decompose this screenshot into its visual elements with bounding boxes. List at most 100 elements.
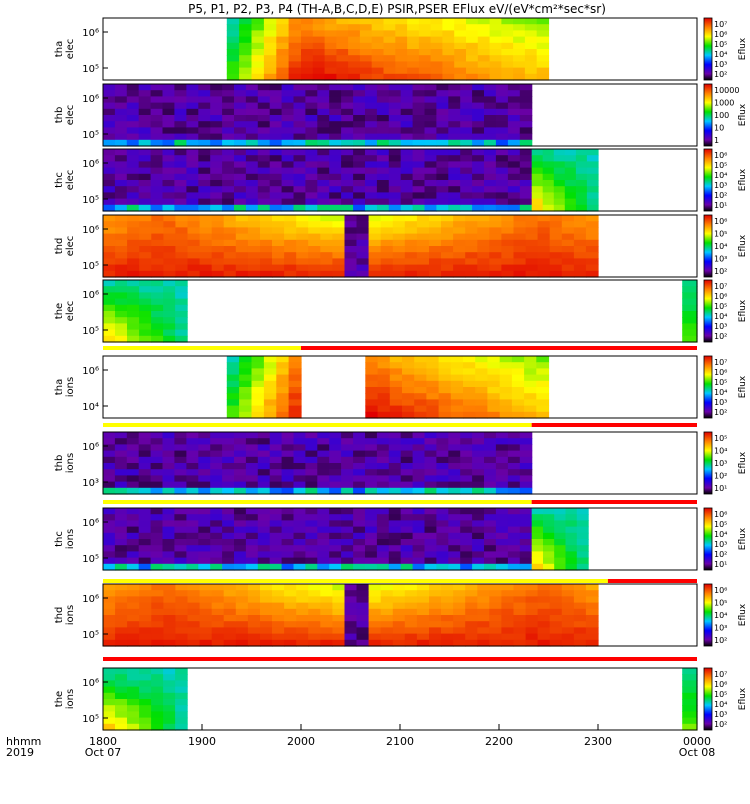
spectrogram-cell xyxy=(247,239,261,247)
spectrogram-cell xyxy=(317,90,330,97)
spectrogram-cell xyxy=(395,30,408,38)
spectrogram-cell xyxy=(127,270,140,278)
spectrogram-cell xyxy=(460,167,473,175)
spectrogram-cell xyxy=(174,161,187,169)
colorbar-unit-label: Eflux xyxy=(738,603,748,626)
spectrogram-cell xyxy=(441,227,454,235)
spectrogram-cell xyxy=(507,563,521,571)
spectrogram-cell xyxy=(234,173,247,181)
spectrogram-cell xyxy=(507,186,521,193)
spectrogram-cell xyxy=(281,481,295,489)
spectrogram-cell xyxy=(138,563,152,571)
spectrogram-cell xyxy=(359,67,373,75)
spectrogram-cell xyxy=(272,258,285,266)
spectrogram-cell xyxy=(103,204,116,212)
spectrogram-cell xyxy=(341,115,354,122)
spectrogram-cell xyxy=(103,520,116,528)
spectrogram-cell xyxy=(272,233,285,241)
spectrogram-cell xyxy=(376,444,390,452)
spectrogram-cell xyxy=(320,215,333,222)
spectrogram-cell xyxy=(308,227,321,235)
spectrogram-cell xyxy=(114,432,128,439)
spectrogram-cell xyxy=(103,298,116,306)
spectrogram-cell xyxy=(524,399,537,407)
y-axis-label: ions xyxy=(65,453,76,473)
spectrogram-cell xyxy=(139,621,152,628)
spectrogram-cell xyxy=(460,444,473,452)
colorbar-tick-label: 10⁵ xyxy=(714,434,727,443)
spectrogram-cell xyxy=(175,621,189,628)
spectrogram-cell xyxy=(139,602,152,610)
spectrogram-cell xyxy=(199,602,213,610)
spectrogram-cell xyxy=(484,481,497,489)
spectrogram-cell xyxy=(489,627,502,635)
spectrogram-cell xyxy=(186,90,199,97)
spectrogram-cell xyxy=(501,264,515,272)
spectrogram-cell xyxy=(139,239,152,247)
spectrogram-cell xyxy=(245,173,259,181)
spectrogram-cell xyxy=(465,590,478,597)
spectrogram-cell xyxy=(436,463,449,470)
spectrogram-cell xyxy=(239,387,253,394)
spectrogram-cell xyxy=(565,526,578,534)
spectrogram-cell xyxy=(247,227,261,235)
spectrogram-cell xyxy=(162,84,175,91)
spectrogram-cell xyxy=(114,108,128,116)
spectrogram-cell xyxy=(531,149,544,156)
spectrogram-cell xyxy=(484,463,497,470)
spectrogram-cell xyxy=(400,526,414,534)
spectrogram-cell xyxy=(376,96,390,104)
spectrogram-cell xyxy=(438,368,452,376)
x-tick-label: 0000 xyxy=(683,735,711,748)
spectrogram-cell xyxy=(223,227,237,235)
spectrogram-cell xyxy=(389,399,403,407)
spectrogram-cell xyxy=(163,335,176,343)
panel-segment xyxy=(103,280,188,343)
spectrogram-cell xyxy=(210,514,223,521)
spectrogram-cell xyxy=(453,639,466,647)
spectrogram-cell xyxy=(293,463,306,470)
spectrogram-cell xyxy=(389,374,403,382)
spectrogram-cell xyxy=(126,545,140,552)
spectrogram-cell xyxy=(365,102,378,110)
spectrogram-cell xyxy=(103,252,116,259)
spectrogram-cell xyxy=(293,481,306,489)
spectrogram-cell xyxy=(388,192,402,200)
spectrogram-cell xyxy=(103,239,116,247)
colorbar-tick-label: 10 xyxy=(714,124,724,133)
spectrogram-cell xyxy=(404,596,418,604)
spectrogram-cell xyxy=(174,102,187,110)
spectrogram-cell xyxy=(174,487,187,495)
spectrogram-cell xyxy=(114,520,128,528)
spectrogram-cell xyxy=(585,621,599,628)
spectrogram-cell xyxy=(542,186,555,193)
spectrogram-cell xyxy=(392,602,406,610)
y-axis-label: thb xyxy=(54,455,65,472)
spectrogram-cell xyxy=(175,705,188,712)
spectrogram-cell xyxy=(418,55,432,62)
spectrogram-cell xyxy=(281,204,295,212)
spectrogram-cell xyxy=(414,380,427,388)
spectrogram-cell xyxy=(489,61,502,69)
y-tick-label: 10⁴ xyxy=(82,402,99,413)
spectrogram-cell xyxy=(293,84,306,91)
spectrogram-cell xyxy=(317,475,330,483)
spectrogram-cell xyxy=(281,469,295,476)
spectrogram-cell xyxy=(296,233,309,241)
spectrogram-cell xyxy=(150,198,164,206)
spectrogram-cell xyxy=(501,596,515,604)
spectrogram-cell xyxy=(251,18,265,25)
spectrogram-cell xyxy=(525,633,539,641)
spectrogram-cell xyxy=(138,450,152,458)
y-axis-label: the xyxy=(54,303,65,319)
spectrogram-cell xyxy=(162,192,175,200)
spectrogram-cell xyxy=(501,627,515,635)
spectrogram-cell xyxy=(388,139,402,147)
spectrogram-cell xyxy=(472,90,485,97)
spectrogram-cell xyxy=(305,557,318,565)
spectrogram-cell xyxy=(519,121,533,128)
spectrogram-cell xyxy=(501,270,515,278)
spectrogram-cell xyxy=(174,186,187,193)
spectrogram-cell xyxy=(284,608,297,616)
spectrogram-cell xyxy=(260,627,273,635)
